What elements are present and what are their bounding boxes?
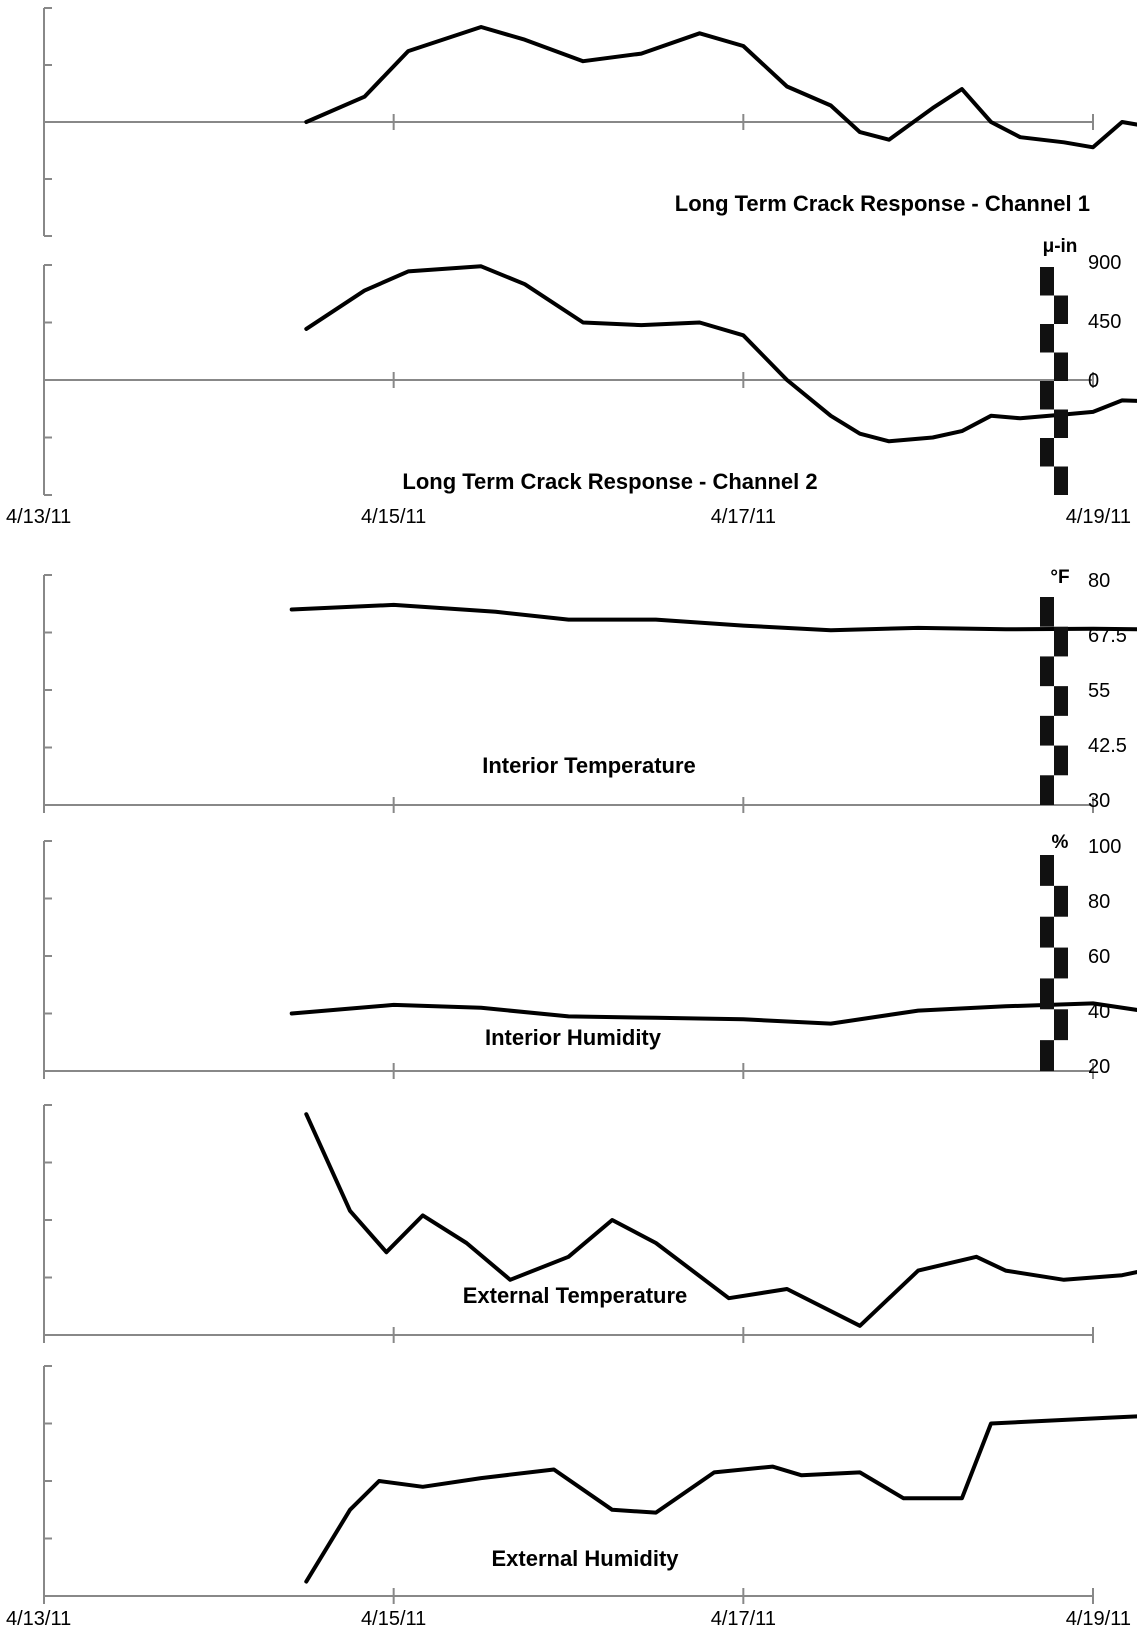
scale-bar-block: [1040, 438, 1054, 467]
chart-title: External Humidity: [491, 1546, 679, 1571]
scale-bar-block: [1054, 1009, 1068, 1041]
chart-panel-6: External Humidity 4/13/11 4/15/11 4/17/11 4/…: [6, 1365, 1137, 1630]
scale-bar-block: [1040, 855, 1054, 886]
scale-bar-block: [1054, 352, 1068, 381]
scale-bar-block: [1040, 656, 1054, 687]
series-line: [289, 1001, 1137, 1026]
y-unit-label: %: [1052, 832, 1069, 853]
series-line: [304, 1112, 1137, 1328]
scale-bar-block: [1054, 885, 1068, 917]
y-tick-label: 67.5: [1088, 625, 1127, 647]
chart-title: Interior Temperature: [482, 753, 696, 778]
y-tick-label: 42.5: [1088, 735, 1127, 757]
scale-bar-block: [1054, 745, 1068, 776]
chart-panel-4: Interior Humidity% 100 80 60 40 20: [43, 832, 1137, 1079]
chart-panel-1: Long Term Crack Response - Channel 1: [43, 7, 1137, 237]
chart-layer: Long Term Crack Response - Channel 1 Long…: [6, 7, 1137, 1630]
y-unit-label: μ-in: [1043, 236, 1078, 257]
y-tick-label: 900: [1088, 252, 1121, 274]
scale-bar-block: [1040, 381, 1054, 410]
y-tick-label: 60: [1088, 946, 1110, 968]
scale-bar-block: [1054, 626, 1068, 657]
scale-bar-block: [1040, 324, 1054, 353]
scale-bar-block: [1040, 597, 1054, 627]
chart-title: Long Term Crack Response - Channel 1: [675, 191, 1090, 216]
x-tick-label: 4/19/11: [1066, 506, 1131, 528]
series-line: [304, 1414, 1137, 1584]
scale-bar-block: [1054, 686, 1068, 716]
y-tick-label: 80: [1088, 891, 1110, 913]
x-tick-label: 4/13/11: [6, 506, 71, 528]
scale-bar-block: [1054, 947, 1068, 979]
y-tick-label: 450: [1088, 311, 1121, 333]
chart-panel-3: Interior Temperature °F 80 67.5 55 42.5 30: [43, 567, 1137, 813]
chart-title: Long Term Crack Response - Channel 2: [402, 469, 817, 494]
scale-bar-block: [1040, 775, 1054, 805]
x-tick-label: 4/15/11: [361, 1608, 426, 1630]
x-tick-label: 4/13/11: [6, 1608, 71, 1630]
y-tick-label: 40: [1088, 1001, 1110, 1023]
y-tick-label: 55: [1088, 680, 1110, 702]
series-line: [304, 264, 1137, 444]
scale-bar-block: [1054, 466, 1068, 495]
y-unit-label: °F: [1050, 567, 1069, 588]
scale-bar-block: [1040, 916, 1054, 948]
x-tick-label: 4/17/11: [711, 1608, 776, 1630]
chart-title: Interior Humidity: [485, 1025, 662, 1050]
y-tick-label: 0: [1088, 370, 1099, 392]
chart-panel-5: External Temperature: [43, 1104, 1137, 1343]
chart-panel-2: Long Term Crack Response - Channel 2 4/13…: [6, 236, 1137, 528]
scale-bar-block: [1040, 267, 1054, 296]
y-tick-label: 30: [1088, 790, 1110, 812]
scale-bar-block: [1054, 295, 1068, 324]
x-tick-label: 4/17/11: [711, 506, 776, 528]
y-tick-label: 100: [1088, 836, 1121, 858]
scale-bar-block: [1040, 715, 1054, 746]
series-line: [289, 602, 1137, 633]
scale-bar-block: [1040, 1040, 1054, 1071]
y-tick-label: 20: [1088, 1056, 1110, 1078]
scale-bar-block: [1040, 978, 1054, 1010]
chart-title: External Temperature: [463, 1283, 688, 1308]
y-tick-label: 80: [1088, 570, 1110, 592]
x-tick-label: 4/19/11: [1066, 1608, 1131, 1630]
scale-bar-block: [1054, 409, 1068, 438]
series-line: [304, 25, 1137, 150]
x-tick-label: 4/15/11: [361, 506, 426, 528]
